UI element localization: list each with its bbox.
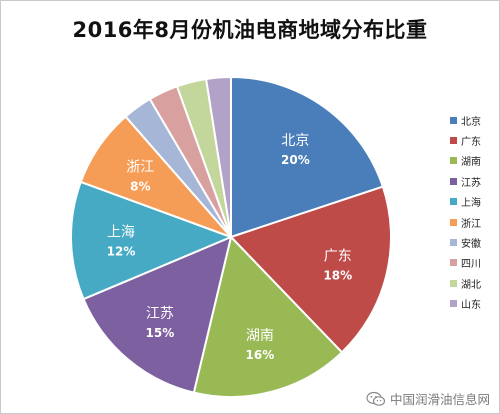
legend-swatch-2 [450, 157, 457, 165]
legend-swatch-3 [450, 177, 457, 185]
legend-label-6: 安徽 [461, 239, 481, 251]
legend-swatch-6 [450, 239, 457, 247]
legend-item-4: 上海 [450, 192, 500, 212]
legend-item-9: 山东 [450, 294, 500, 314]
chart-title: 2016年8月份机油电商地域分布比重 [72, 18, 428, 42]
slice-value-label-3: 15% [146, 326, 175, 340]
legend-label-0: 北京 [461, 116, 481, 128]
legend-label-9: 山东 [461, 300, 481, 312]
pie-slice-3 [82, 235, 233, 394]
legend-item-5: 浙江 [450, 212, 500, 232]
watermark-text: 中国润滑油信息网 [389, 392, 490, 407]
legend-item-2: 湖南 [450, 151, 500, 171]
legend-swatch-9 [450, 300, 457, 308]
slice-name-label-2: 湖南 [246, 328, 274, 344]
slice-value-label-1: 18% [323, 268, 352, 282]
legend-item-0: 北京 [450, 110, 500, 130]
legend-item-1: 广东 [450, 130, 500, 150]
slice-value-label-2: 16% [246, 348, 275, 362]
legend-swatch-8 [450, 279, 457, 287]
legend-label-7: 四川 [461, 259, 481, 271]
wechat-icon [366, 391, 386, 406]
pie-slice-1 [229, 185, 392, 354]
slice-value-label-4: 12% [107, 245, 136, 259]
watermark: 中国润滑油信息网 [366, 389, 490, 408]
legend-item-6: 安徽 [450, 232, 500, 252]
legend-swatch-0 [450, 116, 457, 124]
legend-item-8: 湖北 [450, 273, 500, 293]
pie-slice-2 [192, 234, 344, 398]
slice-name-label-4: 上海 [107, 225, 135, 241]
legend-label-3: 江苏 [461, 177, 481, 189]
legend-label-8: 湖北 [461, 279, 481, 291]
legend-swatch-5 [450, 218, 457, 226]
legend-label-4: 上海 [461, 198, 481, 210]
slice-value-label-5: 8% [130, 180, 150, 194]
legend-label-1: 广东 [461, 137, 481, 149]
legend-label-5: 浙江 [461, 218, 481, 230]
chart-legend: 北京广东湖南江苏上海浙江安徽四川湖北山东 [450, 110, 500, 314]
pie-slice-0 [230, 75, 385, 239]
legend-swatch-1 [450, 137, 457, 145]
legend-item-3: 江苏 [450, 171, 500, 191]
slice-name-label-1: 广东 [324, 248, 352, 264]
slice-name-label-3: 江苏 [146, 306, 174, 322]
slice-name-label-5: 浙江 [126, 160, 154, 176]
pie-slice-9 [204, 75, 232, 238]
legend-swatch-7 [450, 259, 457, 267]
legend-swatch-4 [450, 198, 457, 206]
pie-slice-4 [70, 180, 234, 301]
slice-value-label-0: 20% [281, 153, 310, 167]
legend-item-7: 四川 [450, 253, 500, 273]
legend-label-2: 湖南 [461, 157, 481, 169]
slice-name-label-0: 北京 [281, 133, 309, 149]
